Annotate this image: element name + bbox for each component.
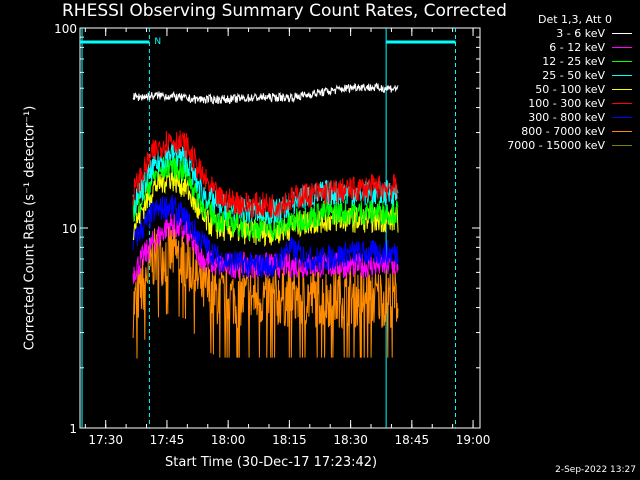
y-tick-label: 1 [69,422,77,436]
legend-label: 800 - 7000 keV [521,125,605,138]
legend-swatch [612,47,632,48]
y-axis-label: Corrected Count Rate (s⁻¹ detector⁻¹) [22,105,38,351]
legend-swatch [612,89,632,90]
x-tick-label: 17:45 [150,433,185,447]
legend-label: 100 - 300 keV [528,97,605,110]
legend-label: 6 - 12 keV [549,41,605,54]
legend-swatch [612,33,632,34]
legend-swatch [612,103,632,104]
legend-label: 7000 - 15000 keV [507,139,605,152]
x-axis-label: Start Time (30-Dec-17 17:23:42) [165,455,378,470]
series-line-3-6-kev [132,82,399,105]
chart-title: RHESSI Observing Summary Count Rates, Co… [62,1,507,21]
datestamp: 2-Sep-2022 13:27 [555,465,636,475]
legend-label: 50 - 100 keV [535,83,605,96]
y-tick-label: 100 [54,22,77,36]
legend-swatch [612,131,632,132]
x-tick-label: 17:30 [88,433,123,447]
legend-swatch [612,145,632,146]
legend-header: Det 1,3, Att 0 [538,13,612,26]
series-line-25-50-kev [132,142,399,225]
legend-swatch [612,61,632,62]
x-tick-label: 19:00 [456,433,491,447]
legend-label: 25 - 50 keV [542,69,605,82]
x-tick-label: 18:30 [333,433,368,447]
series-line-100-300-kev [132,130,399,219]
y-tick-label: 10 [62,222,77,236]
legend-swatch [612,117,632,118]
x-tick-label: 18:00 [211,433,246,447]
legend-label: 3 - 6 keV [556,27,605,40]
legend-swatch [612,75,632,76]
series-line-300-800-kev [132,194,399,279]
series-line-800-7000-kev [132,223,399,359]
series-line-50-100-kev [132,168,399,248]
x-tick-label: 18:15 [272,433,307,447]
legend-label: 12 - 25 keV [542,55,605,68]
legend-label: 300 - 800 keV [528,111,605,124]
night-annotation: N [154,37,161,47]
x-tick-label: 18:45 [395,433,430,447]
